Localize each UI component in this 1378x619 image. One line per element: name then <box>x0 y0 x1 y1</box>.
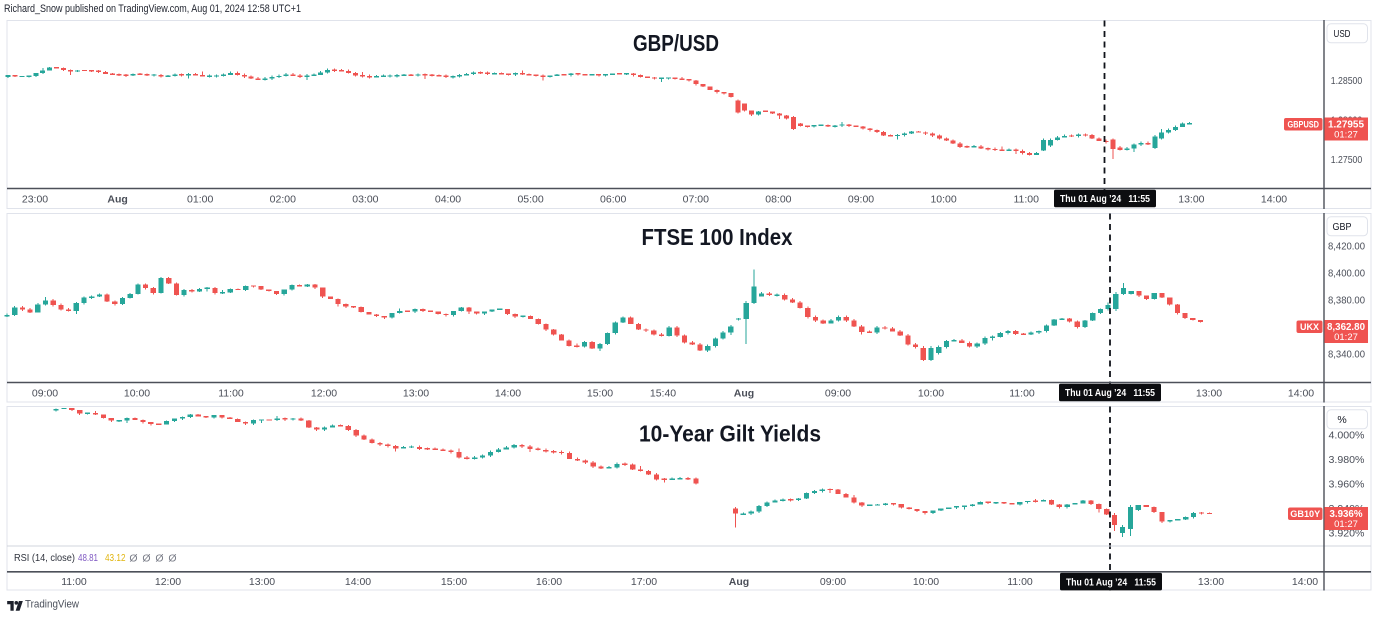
svg-text:01:27: 01:27 <box>1334 332 1358 343</box>
svg-text:Thu 01 Aug ’24 11:55: Thu 01 Aug ’24 11:55 <box>1066 576 1156 588</box>
svg-text:14:00: 14:00 <box>1288 387 1314 399</box>
svg-text:10:00: 10:00 <box>918 387 944 399</box>
svg-text:04:00: 04:00 <box>435 193 461 205</box>
svg-text:GBP: GBP <box>1333 221 1352 233</box>
svg-text:GB10Y: GB10Y <box>1290 509 1321 520</box>
svg-text:12:00: 12:00 <box>311 387 337 399</box>
svg-text:GBPUSD: GBPUSD <box>1288 120 1320 131</box>
svg-text:09:00: 09:00 <box>848 193 874 205</box>
svg-text:11:00: 11:00 <box>218 387 244 399</box>
svg-text:14:00: 14:00 <box>345 576 371 588</box>
svg-text:02:00: 02:00 <box>270 193 296 205</box>
svg-text:Richard_Snow published on Trad: Richard_Snow published on TradingView.co… <box>4 3 301 15</box>
svg-text:Ø: Ø <box>168 553 176 565</box>
svg-text:15:40: 15:40 <box>650 387 676 399</box>
svg-text:13:00: 13:00 <box>1196 387 1222 399</box>
svg-text:FTSE 100 Index: FTSE 100 Index <box>642 224 793 250</box>
svg-text:Ø: Ø <box>142 553 150 565</box>
svg-text:Thu 01 Aug ’24 11:55: Thu 01 Aug ’24 11:55 <box>1065 387 1155 399</box>
svg-text:8,420.00: 8,420.00 <box>1328 241 1365 253</box>
svg-text:13:00: 13:00 <box>403 387 429 399</box>
svg-text:14:00: 14:00 <box>1261 193 1287 205</box>
svg-text:4.000%: 4.000% <box>1329 430 1365 442</box>
svg-text:14:00: 14:00 <box>495 387 521 399</box>
svg-text:13:00: 13:00 <box>1178 193 1204 205</box>
svg-text:8,400.00: 8,400.00 <box>1328 268 1365 280</box>
svg-text:1.27955: 1.27955 <box>1328 119 1364 131</box>
svg-text:1.28500: 1.28500 <box>1331 75 1363 87</box>
svg-text:06:00: 06:00 <box>600 193 626 205</box>
svg-text:10:00: 10:00 <box>930 193 956 205</box>
svg-text:23:00: 23:00 <box>22 193 48 205</box>
svg-text:16:00: 16:00 <box>536 576 562 588</box>
svg-text:1.27500: 1.27500 <box>1331 154 1363 166</box>
svg-text:12:00: 12:00 <box>155 576 181 588</box>
svg-text:03:00: 03:00 <box>352 193 378 205</box>
svg-text:05:00: 05:00 <box>517 193 543 205</box>
svg-text:10-Year Gilt Yields: 10-Year Gilt Yields <box>639 421 821 447</box>
svg-text:3.960%: 3.960% <box>1329 479 1365 491</box>
svg-text:GBP/USD: GBP/USD <box>633 30 719 56</box>
svg-text:USD: USD <box>1334 28 1351 40</box>
svg-text:10:00: 10:00 <box>124 387 150 399</box>
svg-text:09:00: 09:00 <box>825 387 851 399</box>
svg-text:%: % <box>1337 414 1346 426</box>
svg-text:01:00: 01:00 <box>187 193 213 205</box>
svg-text:Thu 01 Aug ’24 11:55: Thu 01 Aug ’24 11:55 <box>1060 193 1150 205</box>
svg-text:3.920%: 3.920% <box>1329 528 1365 540</box>
svg-text:14:00: 14:00 <box>1292 576 1318 588</box>
svg-text:11:00: 11:00 <box>1009 387 1035 399</box>
svg-text:01:27: 01:27 <box>1334 130 1358 141</box>
svg-text:Aug: Aug <box>107 193 127 205</box>
svg-text:10:00: 10:00 <box>913 576 939 588</box>
svg-text:09:00: 09:00 <box>32 387 58 399</box>
svg-text:15:00: 15:00 <box>441 576 467 588</box>
svg-text:17:00: 17:00 <box>631 576 657 588</box>
svg-text:8,340.00: 8,340.00 <box>1328 349 1365 361</box>
svg-text:15:00: 15:00 <box>587 387 613 399</box>
svg-text:13:00: 13:00 <box>249 576 275 588</box>
svg-text:Ø: Ø <box>129 553 137 565</box>
svg-text:3.980%: 3.980% <box>1329 454 1365 466</box>
svg-text:11:00: 11:00 <box>1007 576 1033 588</box>
svg-text:3.936%: 3.936% <box>1330 508 1364 520</box>
svg-text:8,380.00: 8,380.00 <box>1328 295 1365 307</box>
svg-text:Aug: Aug <box>729 576 749 588</box>
svg-text:UKX: UKX <box>1300 322 1320 333</box>
svg-text:Aug: Aug <box>734 387 754 399</box>
svg-text:11:00: 11:00 <box>61 576 87 588</box>
svg-text:09:00: 09:00 <box>820 576 846 588</box>
svg-text:11:00: 11:00 <box>1013 193 1039 205</box>
svg-text:43.12: 43.12 <box>105 552 126 564</box>
svg-text:TradingView: TradingView <box>25 599 79 611</box>
svg-text:Ø: Ø <box>155 553 163 565</box>
svg-text:48.81: 48.81 <box>78 552 98 564</box>
svg-text:08:00: 08:00 <box>765 193 791 205</box>
svg-text:01:27: 01:27 <box>1334 519 1358 530</box>
svg-text:13:00: 13:00 <box>1198 576 1224 588</box>
svg-text:07:00: 07:00 <box>683 193 709 205</box>
svg-text:8,362.80: 8,362.80 <box>1327 321 1365 333</box>
svg-text:RSI (14, close): RSI (14, close) <box>14 552 75 564</box>
